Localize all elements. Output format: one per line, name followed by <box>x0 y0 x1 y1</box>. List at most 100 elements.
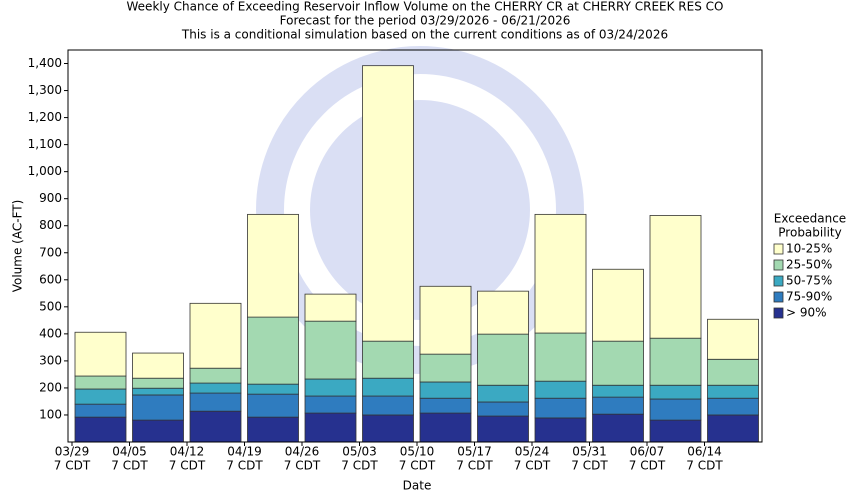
bar-segment <box>534 380 587 399</box>
x-tick-label: 7 CDT <box>54 459 91 473</box>
bar-segment <box>592 413 644 443</box>
bar-segment <box>477 384 529 403</box>
y-tick-label: 1,400 <box>28 56 62 70</box>
bar-segment <box>74 388 127 405</box>
y-tick-label: 1,200 <box>28 110 62 124</box>
bar-segment <box>362 377 414 397</box>
legend-swatch <box>773 291 784 303</box>
bar-segment <box>707 358 759 386</box>
x-tick-label: 05/17 <box>457 445 492 459</box>
bar-segment <box>189 382 242 394</box>
bar-segment <box>649 337 702 386</box>
bar-segment <box>247 416 299 443</box>
bar-segment <box>132 387 184 396</box>
bar-segment <box>534 417 587 443</box>
legend-swatch <box>773 275 784 287</box>
chart-title: This is a conditional simulation based o… <box>181 28 668 42</box>
bar-segment <box>477 290 529 335</box>
bar-segment <box>132 377 184 389</box>
bar-segment <box>419 285 472 355</box>
bar-segment <box>649 419 702 443</box>
bar-segment <box>247 316 299 385</box>
y-tick-label: 1,100 <box>28 137 62 151</box>
plot-frame <box>67 49 763 443</box>
chart-title: Weekly Chance of Exceeding Reservoir Inf… <box>127 0 724 14</box>
legend-label: > 90% <box>786 306 827 320</box>
x-tick-label: 7 CDT <box>284 459 321 473</box>
legend-swatch <box>773 243 784 255</box>
chart-title: Forecast for the period 03/29/2026 - 06/… <box>280 14 571 28</box>
x-tick-label: 06/07 <box>630 445 665 459</box>
bar-segment <box>132 394 184 421</box>
x-tick-label: 7 CDT <box>169 459 206 473</box>
bar-segment <box>304 378 357 397</box>
bar-segment <box>362 395 414 416</box>
legend-title: Exceedance <box>774 212 846 226</box>
x-tick-label: 04/12 <box>170 445 205 459</box>
bar-segment <box>707 414 759 443</box>
bar-segment <box>74 403 127 418</box>
bar-segment <box>247 383 299 395</box>
bar-segment <box>649 215 702 339</box>
legend-label: 75-90% <box>786 290 832 304</box>
legend-label: 10-25% <box>786 242 832 256</box>
bar-segment <box>477 401 529 417</box>
bar-segment <box>534 213 587 334</box>
bar-segment <box>304 320 357 380</box>
bar-segment <box>304 412 357 443</box>
x-tick-label: 03/29 <box>55 445 90 459</box>
x-tick-label: 7 CDT <box>226 459 263 473</box>
bar-segment <box>592 384 644 398</box>
x-tick-label: 7 CDT <box>341 459 378 473</box>
bar-segment <box>189 392 242 412</box>
bar-segment <box>477 333 529 386</box>
bar-segment <box>477 415 529 443</box>
y-axis-title: Volume (AC-FT) <box>11 200 25 293</box>
bar-segment <box>649 384 702 400</box>
bar-segment <box>362 65 414 342</box>
x-tick-label: 7 CDT <box>111 459 148 473</box>
legend-swatch <box>773 259 784 271</box>
x-tick-label: 06/14 <box>687 445 722 459</box>
bar-segment <box>707 397 759 416</box>
y-tick-label: 100 <box>39 407 62 421</box>
bar-segment <box>592 268 644 342</box>
bar-segment <box>649 398 702 421</box>
x-tick-label: 05/31 <box>572 445 607 459</box>
y-tick-label: 300 <box>39 353 62 367</box>
bar-segment <box>707 318 759 360</box>
x-tick-label: 7 CDT <box>456 459 493 473</box>
x-tick-label: 04/05 <box>112 445 147 459</box>
bar-segment <box>132 352 184 379</box>
legend-label: 25-50% <box>786 258 832 272</box>
bar-segment <box>534 397 587 419</box>
x-tick-label: 7 CDT <box>686 459 723 473</box>
bar-segment <box>707 384 759 399</box>
bar-segment <box>189 302 242 369</box>
legend-label: 50-75% <box>786 274 832 288</box>
bar-segment <box>132 419 184 443</box>
bar-segment <box>247 393 299 418</box>
y-tick-label: 800 <box>39 218 62 232</box>
bar-segment <box>419 397 472 414</box>
y-tick-label: 500 <box>39 299 62 313</box>
bar-segment <box>247 213 299 318</box>
y-tick-label: 400 <box>39 326 62 340</box>
x-tick-label: 05/03 <box>342 445 377 459</box>
x-tick-label: 05/24 <box>515 445 550 459</box>
x-tick-label: 7 CDT <box>399 459 436 473</box>
y-tick-label: 600 <box>39 272 62 286</box>
x-tick-label: 7 CDT <box>629 459 666 473</box>
y-tick-label: 1,300 <box>28 83 62 97</box>
x-axis-title: Date <box>403 479 432 493</box>
bar-segment <box>189 410 242 443</box>
bar-segment <box>419 353 472 383</box>
x-tick-label: 04/26 <box>285 445 320 459</box>
x-tick-label: 7 CDT <box>514 459 551 473</box>
y-tick-label: 700 <box>39 245 62 259</box>
y-tick-label: 900 <box>39 191 62 205</box>
y-tick-label: 1,000 <box>28 164 62 178</box>
bar-segment <box>362 340 414 379</box>
legend-title: Probability <box>778 226 841 240</box>
